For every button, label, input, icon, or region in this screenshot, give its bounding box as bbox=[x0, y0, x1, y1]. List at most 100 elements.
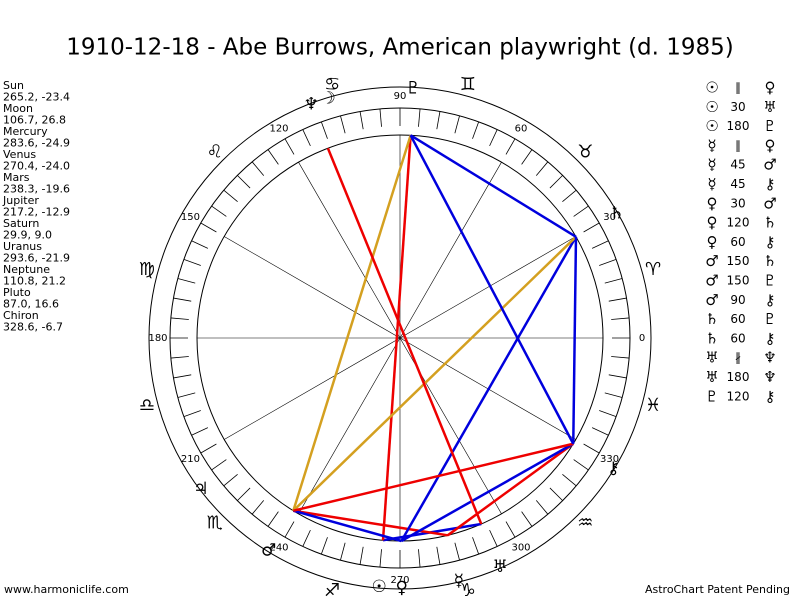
zodiac-sign: ♒ bbox=[577, 512, 593, 533]
ring-tick bbox=[535, 500, 549, 515]
ring-tick bbox=[454, 542, 460, 561]
aspect-kind: 180 bbox=[727, 370, 750, 384]
ring-tick bbox=[521, 149, 533, 165]
ring-tick bbox=[472, 537, 480, 555]
ring-tick bbox=[608, 374, 627, 379]
zodiac-sign: ♑ bbox=[460, 580, 476, 600]
ring-tick bbox=[211, 205, 227, 217]
aspect-to: ♂ bbox=[763, 194, 776, 212]
ring-tick bbox=[302, 129, 311, 147]
aspect-line bbox=[293, 509, 448, 537]
planet-coords: 87.0, 16.6 bbox=[3, 298, 59, 311]
aspect-from: ♄ bbox=[705, 329, 718, 347]
aspect-kind: ∥ bbox=[735, 81, 741, 95]
ring-tick bbox=[191, 427, 209, 436]
spoke bbox=[399, 236, 576, 339]
planet-name: Neptune bbox=[3, 263, 50, 276]
aspect-from: ♅ bbox=[705, 349, 718, 367]
aspect-line bbox=[409, 134, 575, 445]
spoke bbox=[298, 162, 401, 339]
planet-coords: 293.6, -21.9 bbox=[3, 252, 70, 265]
ring-tick bbox=[223, 189, 238, 203]
ring-tick bbox=[200, 443, 217, 454]
aspect-from: ♅ bbox=[705, 368, 718, 386]
aspect-to: ♇ bbox=[763, 272, 776, 290]
ring-tick bbox=[599, 258, 617, 266]
ring-tick bbox=[604, 278, 623, 284]
aspect-kind: 90 bbox=[730, 293, 745, 307]
planet-coords: 29.9, 9.0 bbox=[3, 229, 52, 242]
aspect-line bbox=[381, 135, 412, 541]
planet-glyph: ♂ bbox=[261, 541, 276, 561]
ring-tick bbox=[611, 317, 630, 320]
aspect-kind: 150 bbox=[727, 254, 750, 268]
aspect-kind: 45 bbox=[730, 158, 745, 172]
aspect-to: ♀ bbox=[765, 136, 776, 154]
planet-glyph: ☉ bbox=[371, 577, 386, 597]
aspect-to: ⚷ bbox=[765, 233, 776, 251]
ring-tick bbox=[359, 111, 364, 130]
ring-tick bbox=[200, 222, 217, 233]
degree-label: 210 bbox=[181, 454, 200, 465]
planet-glyph: ♄ bbox=[609, 203, 624, 223]
aspect-kind: ∥ bbox=[735, 138, 741, 152]
zodiac-sign: ♋ bbox=[324, 74, 340, 95]
aspect-from: ♂ bbox=[705, 252, 718, 270]
aspect-to: ♆ bbox=[763, 368, 776, 386]
ring-tick bbox=[340, 115, 346, 134]
aspect-to: ♇ bbox=[763, 310, 776, 328]
aspect-to: ♀ bbox=[765, 79, 776, 97]
ring-tick bbox=[505, 138, 516, 155]
planet-coords: 270.4, -24.0 bbox=[3, 160, 70, 173]
ring-tick bbox=[340, 542, 346, 561]
aspect-from: ♀ bbox=[707, 214, 718, 232]
ring-tick bbox=[320, 121, 328, 139]
aspect-kind: 30 bbox=[730, 196, 745, 210]
degree-label: 30 bbox=[603, 212, 616, 223]
ring-tick bbox=[177, 392, 196, 398]
ring-tick bbox=[237, 487, 251, 501]
zodiac-sign: ♌ bbox=[207, 142, 223, 163]
ring-tick bbox=[535, 161, 549, 176]
ring-tick bbox=[521, 511, 533, 527]
ring-tick bbox=[418, 108, 421, 127]
title: 1910-12-18 - Abe Burrows, American playw… bbox=[66, 35, 734, 61]
aspect-kind: ∦ bbox=[735, 351, 741, 365]
aspect-kind: 45 bbox=[730, 177, 745, 191]
aspect-from: ☉ bbox=[705, 117, 718, 135]
aspect-to: ♂ bbox=[763, 156, 776, 174]
planet-glyph: ♇ bbox=[405, 78, 420, 98]
ring-tick bbox=[454, 115, 460, 134]
aspect-kind: 60 bbox=[730, 235, 745, 249]
ring-tick bbox=[359, 546, 364, 565]
aspect-to: ♆ bbox=[763, 349, 776, 367]
planet-glyph: ⚷ bbox=[607, 458, 619, 478]
degree-label: 120 bbox=[269, 123, 288, 134]
aspect-line bbox=[292, 235, 577, 512]
aspect-line bbox=[293, 442, 574, 512]
ring-tick bbox=[583, 222, 600, 233]
aspect-line bbox=[292, 134, 412, 512]
ring-tick bbox=[549, 175, 563, 189]
aspect-line bbox=[446, 442, 575, 537]
ring-tick bbox=[183, 410, 201, 418]
aspect-from: ♇ bbox=[705, 387, 718, 405]
ring-tick bbox=[170, 317, 189, 320]
ring-tick bbox=[436, 111, 441, 130]
ring-tick bbox=[549, 487, 563, 501]
degree-label: 0 bbox=[639, 333, 645, 344]
planet-coords: 110.8, 21.2 bbox=[3, 275, 66, 288]
ring-tick bbox=[173, 374, 192, 379]
zodiac-sign: ♎ bbox=[139, 395, 155, 416]
aspect-from: ☉ bbox=[705, 79, 718, 97]
aspect-from: ☿ bbox=[707, 156, 716, 174]
aspect-to: ♇ bbox=[763, 117, 776, 135]
degree-label: 240 bbox=[269, 543, 288, 554]
aspect-to: ⚷ bbox=[765, 291, 776, 309]
ring-tick bbox=[191, 240, 209, 249]
planet-glyph: ☽ bbox=[321, 89, 336, 109]
aspect-kind: 120 bbox=[727, 216, 750, 230]
aspect-to: ⚷ bbox=[765, 329, 776, 347]
ring-tick bbox=[604, 392, 623, 398]
degree-label: 150 bbox=[181, 212, 200, 223]
